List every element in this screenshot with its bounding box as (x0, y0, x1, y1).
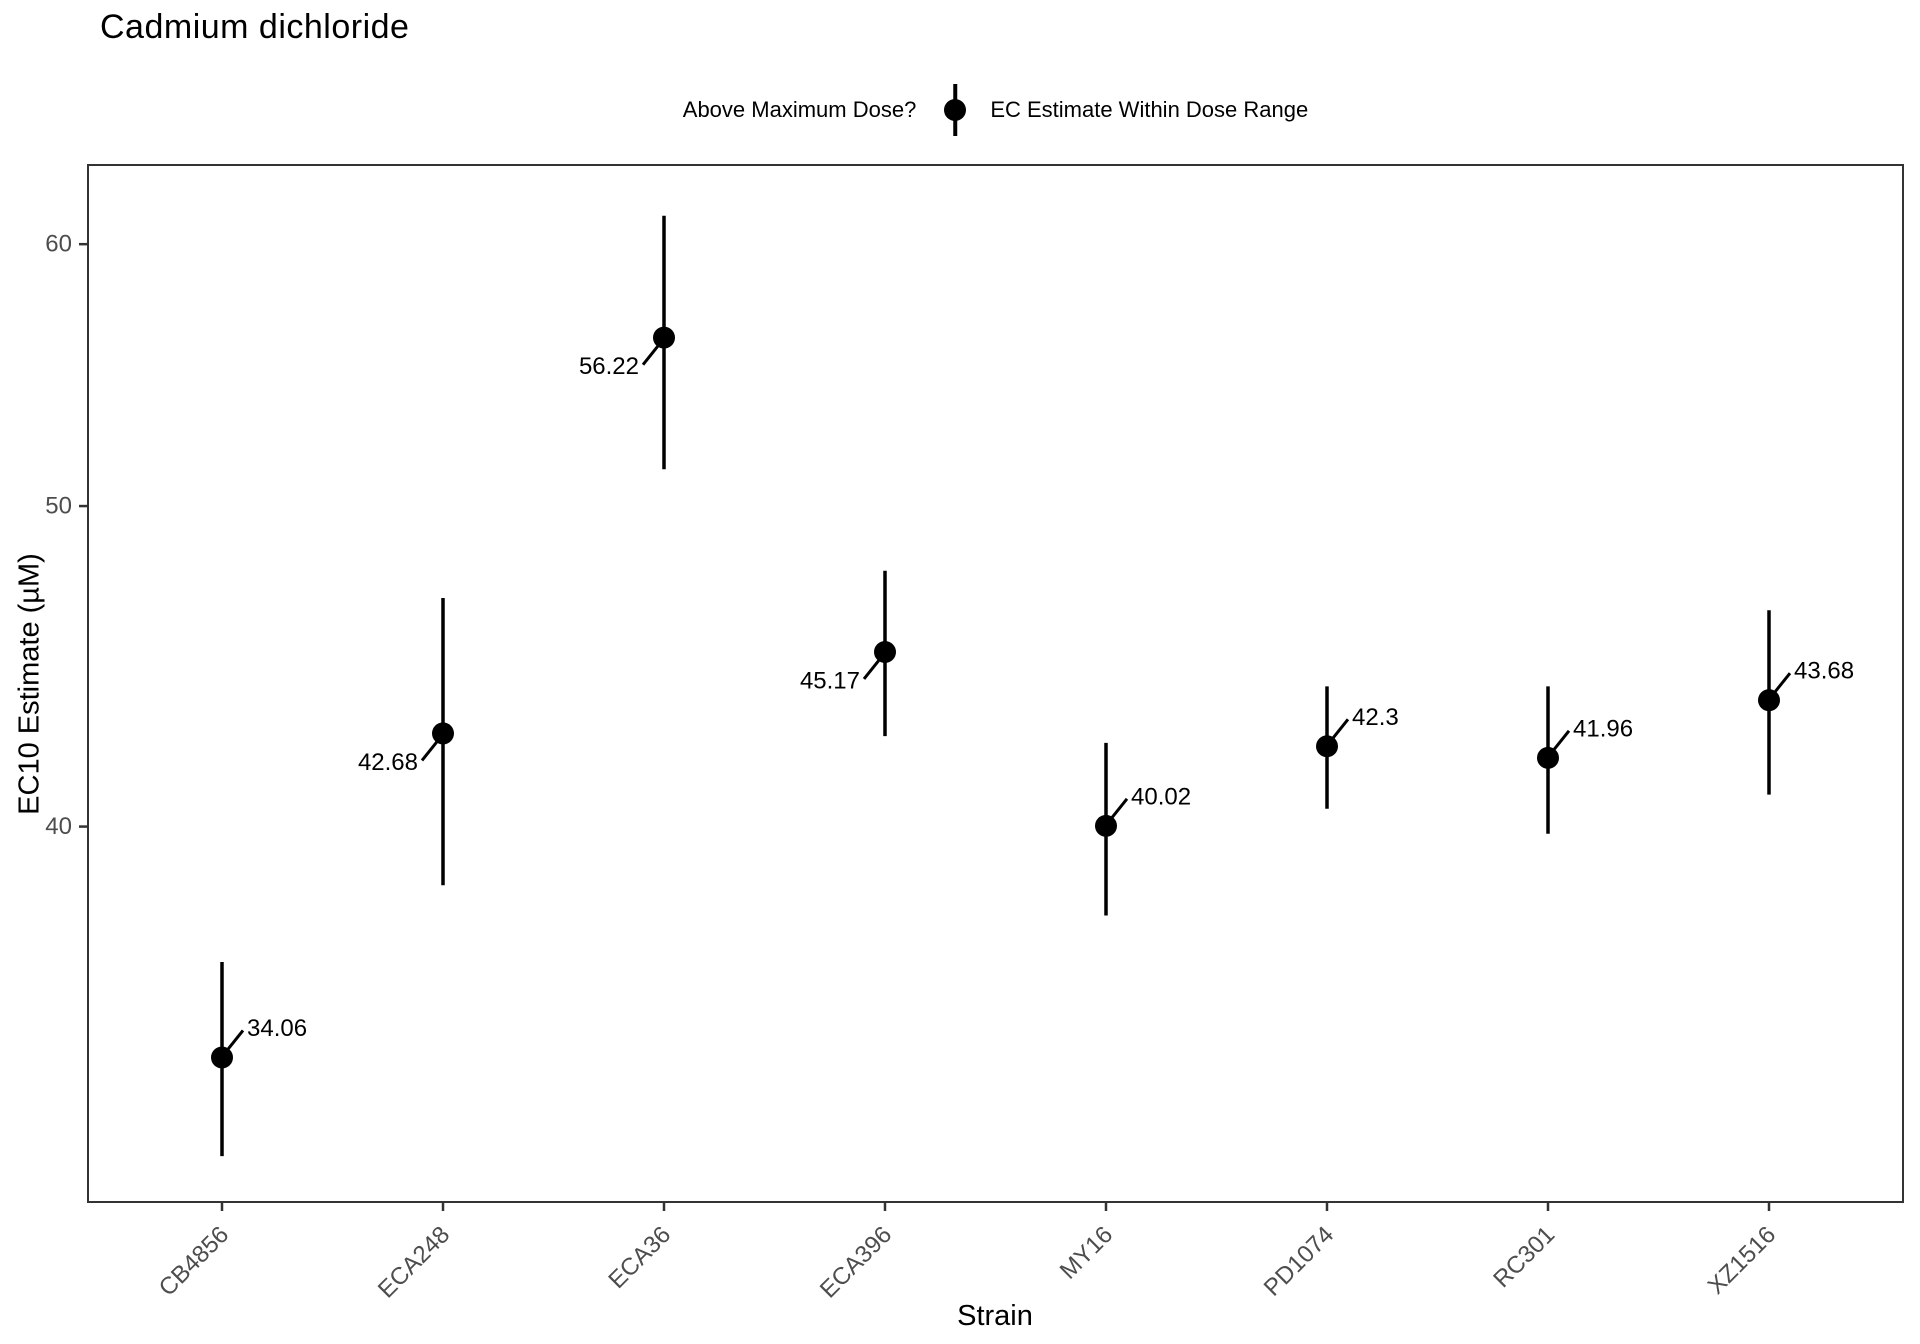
x-tick-label: ECA396 (815, 1221, 897, 1303)
x-tick-label: RC301 (1488, 1221, 1560, 1293)
value-label: 42.3 (1352, 704, 1399, 731)
label-leader-line (1109, 797, 1129, 820)
value-label: 42.68 (358, 749, 418, 776)
value-label: 40.02 (1131, 783, 1191, 810)
x-axis-title: Strain (957, 1300, 1033, 1332)
chart-title: Cadmium dichloride (100, 8, 410, 46)
estimate-point (874, 640, 896, 663)
x-tick-label: MY16 (1055, 1221, 1118, 1284)
pointrange-legend-icon (942, 84, 968, 136)
label-leader-line (1330, 718, 1350, 741)
estimate-point (1758, 689, 1780, 712)
value-label: 41.96 (1573, 715, 1633, 742)
label-leader-line (862, 658, 882, 680)
value-label: 56.22 (579, 353, 639, 380)
estimate-point (1095, 814, 1117, 837)
legend-title: Above Maximum Dose? (682, 97, 917, 122)
legend: Above Maximum Dose? EC Estimate Within D… (88, 84, 1903, 136)
y-tick-label: 60 (45, 231, 72, 258)
x-tick-label: ECA248 (373, 1221, 455, 1303)
estimate-point (211, 1046, 233, 1069)
label-leader-line (1772, 672, 1792, 695)
panel-border (87, 164, 1904, 1203)
estimate-point (1537, 746, 1559, 769)
x-tick-label: PD1074 (1259, 1221, 1339, 1301)
label-leader-line (420, 739, 440, 762)
estimate-point (1316, 735, 1338, 758)
x-tick-label: XZ1516 (1703, 1221, 1782, 1300)
x-tick-label: ECA36 (603, 1221, 676, 1294)
y-tick-label: 40 (45, 813, 72, 840)
estimate-point (432, 722, 454, 745)
estimate-point (653, 326, 675, 349)
legend-glyph-dot (944, 99, 967, 121)
value-label: 45.17 (800, 667, 860, 694)
legend-item-label: EC Estimate Within Dose Range (990, 97, 1309, 122)
label-leader-line (1551, 729, 1571, 752)
label-leader-line (641, 343, 661, 366)
value-label: 34.06 (247, 1015, 307, 1042)
value-label: 43.68 (1794, 658, 1854, 685)
legend-item: EC Estimate Within Dose Range (942, 84, 1308, 136)
label-leader-line (225, 1029, 245, 1052)
y-tick-label: 50 (45, 493, 72, 520)
x-tick-label: CB4856 (154, 1221, 234, 1301)
